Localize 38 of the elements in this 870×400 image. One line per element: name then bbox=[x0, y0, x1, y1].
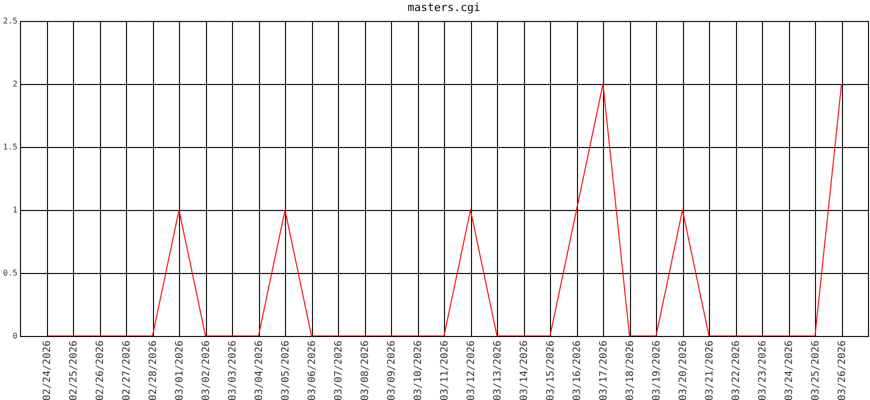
x-tick-label: 03/05/2026 bbox=[280, 340, 292, 400]
x-tick-label: 03/16/2026 bbox=[572, 340, 583, 400]
x-tick-label: 03/13/2026 bbox=[492, 340, 504, 400]
x-tick-label: 02/27/2026 bbox=[122, 340, 132, 400]
x-tick-label: 03/25/2026 bbox=[810, 340, 822, 400]
x-tick-label: 02/24/2026 bbox=[42, 340, 53, 400]
y-tick-label: 2 bbox=[12, 80, 18, 88]
x-tick-label: 03/04/2026 bbox=[254, 340, 265, 400]
x-tick-label: 03/10/2026 bbox=[413, 340, 424, 400]
y-tick-label: 0 bbox=[12, 332, 18, 340]
x-tick-label: 03/20/2026 bbox=[678, 340, 689, 400]
x-tick-label: 03/21/2026 bbox=[704, 340, 716, 400]
x-tick-label: 03/14/2026 bbox=[519, 340, 530, 400]
x-tick-label: 03/26/2026 bbox=[837, 340, 848, 400]
x-tick-label: 03/11/2026 bbox=[440, 340, 450, 400]
x-tick-label: 02/25/2026 bbox=[68, 340, 80, 400]
x-tick-label: 03/06/2026 bbox=[307, 340, 318, 400]
x-tick-label: 03/12/2026 bbox=[466, 340, 477, 400]
x-tick-label: 03/24/2026 bbox=[784, 340, 795, 400]
x-tick-label: 03/02/2026 bbox=[201, 340, 212, 400]
x-tick-label: 03/08/2026 bbox=[360, 340, 371, 400]
x-tick-label: 03/18/2026 bbox=[625, 340, 636, 400]
y-tick-label: 1 bbox=[12, 206, 18, 214]
y-tick-label: 2.5 bbox=[3, 16, 18, 26]
x-tick-label: 02/26/2026 bbox=[95, 340, 106, 400]
y-tick-label: 1.5 bbox=[3, 142, 18, 152]
x-tick-label: 03/09/2026 bbox=[386, 340, 398, 400]
x-tick-label: 03/22/2026 bbox=[731, 340, 742, 400]
x-tick-label: 03/01/2026 bbox=[174, 340, 186, 400]
x-tick-label: 03/23/2026 bbox=[758, 340, 768, 400]
chart-title: masters.cgi bbox=[408, 1, 480, 14]
x-tick-label: 02/28/2026 bbox=[148, 340, 159, 400]
x-tick-label: 03/03/2026 bbox=[228, 340, 238, 400]
x-tick-label: 03/07/2026 bbox=[334, 340, 344, 400]
y-tick-label: 0.5 bbox=[3, 268, 18, 278]
x-tick-label: 03/17/2026 bbox=[598, 340, 610, 400]
x-tick-label: 03/19/2026 bbox=[652, 340, 662, 400]
x-tick-label: 03/15/2026 bbox=[546, 340, 556, 400]
